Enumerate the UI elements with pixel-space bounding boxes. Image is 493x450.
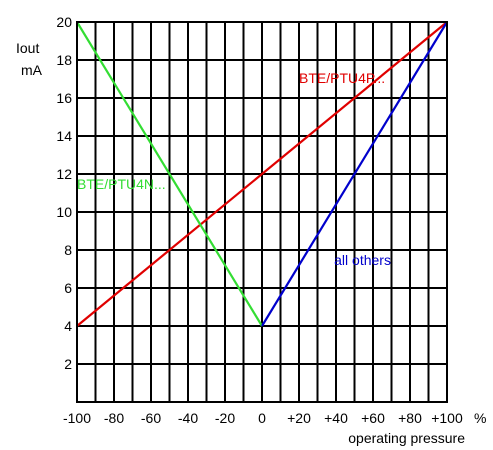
- series-label-2: all others: [334, 252, 391, 268]
- x-axis-title: operating pressure: [348, 430, 465, 446]
- y-axis-title-line2: mA: [21, 62, 43, 78]
- series-label-0: BTE/PTU4P...: [299, 70, 385, 86]
- x-tick-label: +40: [324, 410, 348, 426]
- x-tick-label: +20: [287, 410, 311, 426]
- y-tick-label: 10: [56, 204, 72, 220]
- y-tick-labels: 2 4 6 8 10 12 14 16 18 20: [56, 14, 72, 372]
- series-lines: [76, 21, 448, 327]
- x-tick-label: +60: [361, 410, 385, 426]
- y-tick-label: 8: [64, 242, 72, 258]
- x-tick-labels: -100 -80 -60 -40 -20 0 +20 +40 +60 +80 +100: [63, 410, 463, 426]
- y-tick-label: 14: [56, 128, 72, 144]
- y-tick-label: 18: [56, 52, 72, 68]
- plot-frame: [76, 21, 448, 403]
- x-tick-label: -20: [215, 410, 235, 426]
- x-tick-label: +100: [431, 410, 463, 426]
- series-label-1: BTE/PTU4N...: [77, 176, 166, 192]
- x-tick-label: 0: [258, 410, 266, 426]
- y-axis-title-line1: Iout: [16, 40, 39, 56]
- x-tick-label: +80: [398, 410, 422, 426]
- y-tick-label: 4: [64, 318, 72, 334]
- series-line-2: [261, 21, 448, 327]
- x-tick-label: -80: [104, 410, 124, 426]
- grid: [77, 22, 447, 402]
- series-line-0: [76, 21, 448, 327]
- x-tick-label: -60: [141, 410, 161, 426]
- y-tick-label: 12: [56, 166, 72, 182]
- y-tick-label: 16: [56, 90, 72, 106]
- x-tick-label: -100: [63, 410, 91, 426]
- series-labels: BTE/PTU4P... BTE/PTU4N... all others: [77, 70, 391, 268]
- x-tick-label: -40: [178, 410, 198, 426]
- y-tick-label: 2: [64, 356, 72, 372]
- y-tick-label: 20: [56, 14, 72, 30]
- x-unit-label: %: [474, 410, 486, 426]
- series-line-1: [76, 21, 263, 327]
- y-tick-label: 6: [64, 280, 72, 296]
